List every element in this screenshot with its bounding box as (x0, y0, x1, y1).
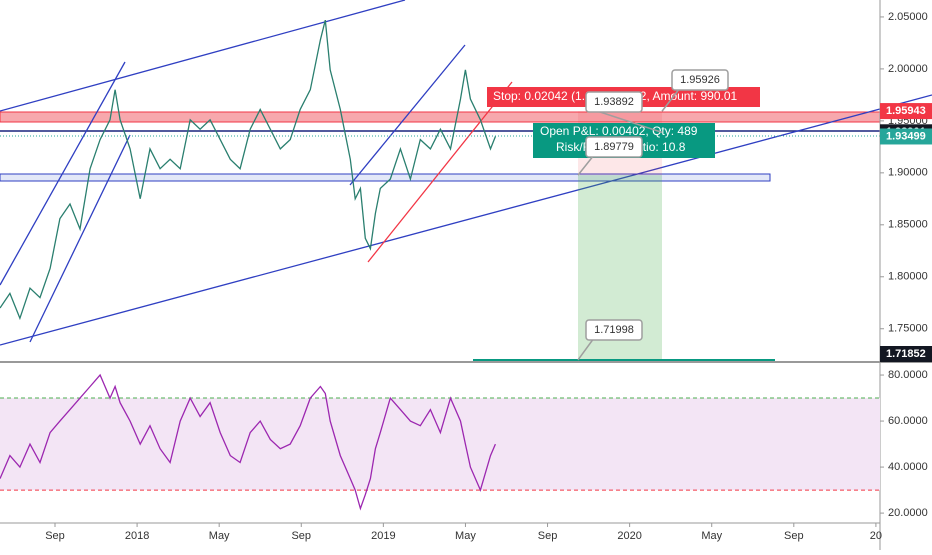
price-label-box (880, 128, 932, 145)
x-tick-label: May (455, 530, 476, 542)
y-tick-label: 2.05000 (888, 11, 928, 23)
x-tick-label: 2019 (371, 530, 395, 542)
pnl-label: Open P&L: 0.00402, Qty: 489 (540, 124, 698, 138)
y-tick-label: 80.0000 (888, 369, 928, 381)
price-label: 1.95943 (886, 105, 926, 117)
callout-label: 1.89779 (594, 141, 634, 153)
x-tick-label: May (701, 530, 722, 542)
y-tick-label: 1.85000 (888, 219, 928, 231)
y-tick-label: 60.0000 (888, 415, 928, 427)
x-tick-label: May (209, 530, 230, 542)
y-tick-label: 2.00000 (888, 63, 928, 75)
callout-label: 1.71998 (594, 324, 634, 336)
channel-line (349, 44, 466, 186)
x-tick-label: 2020 (617, 530, 641, 542)
callout-label: 1.95926 (680, 74, 720, 86)
callout-label: 1.93892 (594, 96, 634, 108)
y-tick-label: 40.0000 (888, 461, 928, 473)
price-label-box (880, 103, 932, 120)
channel-line (0, 61, 126, 286)
callout-pointer (577, 154, 595, 176)
y-tick-label: 20.0000 (888, 507, 928, 519)
resistance-zone (0, 111, 881, 123)
x-tick-label: 2018 (125, 530, 149, 542)
rsi-band-fill (0, 398, 880, 491)
x-tick-label: Sep (291, 530, 311, 542)
price-label: 1.71852 (886, 348, 926, 360)
x-tick-label: 20 (870, 530, 882, 542)
trend-line (0, 94, 932, 346)
series-line (0, 373, 496, 511)
callout-pointer (593, 109, 663, 134)
price-label: 1.93499 (886, 130, 926, 142)
y-tick-label: 1.90000 (888, 167, 928, 179)
callout-pointer (661, 87, 681, 112)
trend-line (0, 0, 406, 112)
y-tick-label: 1.80000 (888, 271, 928, 283)
x-tick-label: Sep (538, 530, 558, 542)
price-label-box (880, 346, 932, 362)
callout-box (585, 136, 643, 158)
callout-box (585, 319, 643, 341)
x-tick-label: Sep (45, 530, 65, 542)
callout-box (585, 91, 643, 113)
support-zone (0, 173, 771, 182)
callout-pointer (577, 337, 595, 361)
x-tick-label: Sep (784, 530, 804, 542)
y-tick-label: 1.75000 (888, 323, 928, 335)
series-line (0, 19, 497, 321)
callout-box (671, 69, 729, 91)
channel-line (29, 134, 131, 343)
trend-line-red (367, 81, 513, 263)
